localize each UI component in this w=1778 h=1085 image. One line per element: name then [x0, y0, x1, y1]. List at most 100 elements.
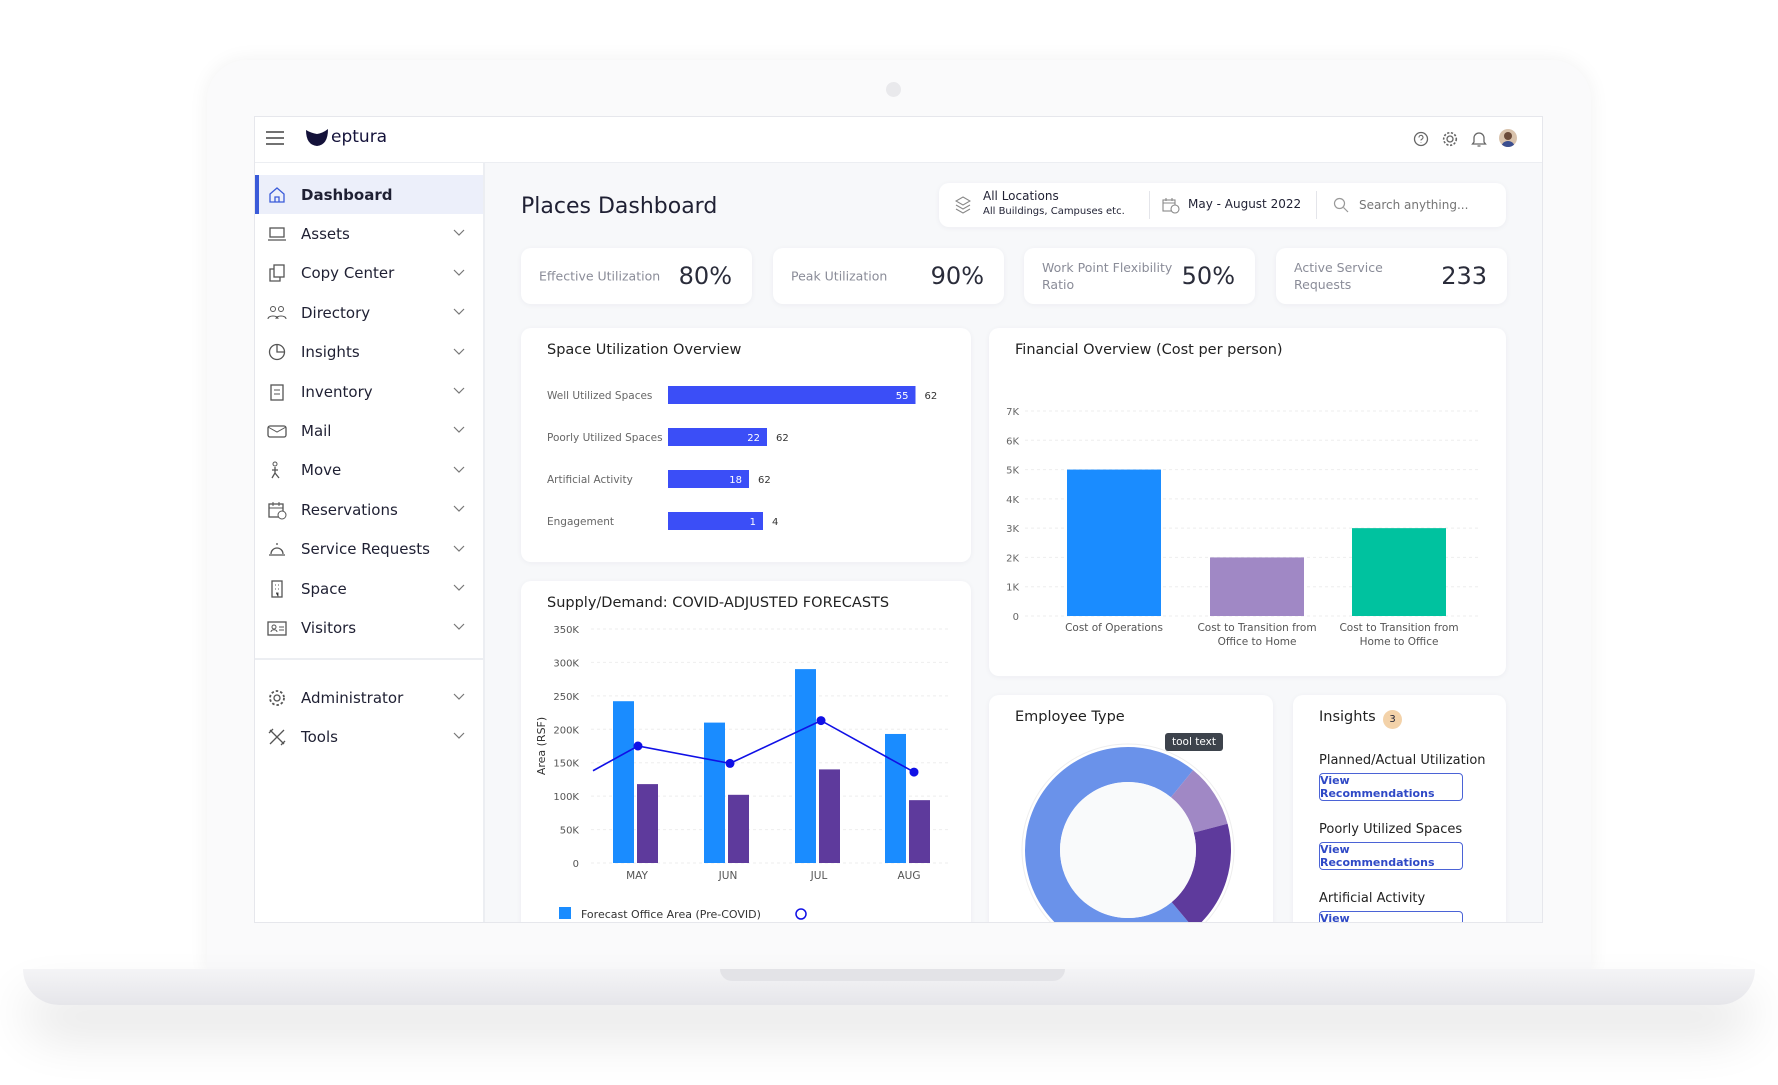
- layers-icon: [955, 196, 971, 214]
- pie-icon: [268, 343, 286, 361]
- bar: [668, 386, 916, 404]
- supply-demand-chart: 0 50K 100K 150K 200K 250K 300K 350K Area (RSF) MA…: [535, 625, 951, 921]
- sidebar-item-insights[interactable]: Insights: [255, 333, 483, 372]
- y-tick-label: 0: [1013, 612, 1019, 623]
- chevron-down-icon[interactable]: [453, 620, 465, 632]
- bar: [668, 428, 767, 446]
- y-tick-label: 350K: [553, 625, 579, 636]
- sidebar-item-label: Service Requests: [301, 540, 430, 559]
- line-point: [909, 767, 919, 777]
- sidebar-item-visitors[interactable]: Visitors: [255, 608, 483, 647]
- x-tick-label: Home to Office: [1360, 636, 1439, 648]
- bar-forecast: [704, 722, 725, 863]
- kpi-label: Active Service Requests: [1294, 260, 1383, 292]
- employee-type-card: Employee Type tool text: [989, 695, 1273, 922]
- insights-card: Insights 3 Planned/Actual Utilization Vie…: [1293, 695, 1506, 922]
- x-tick-label: Cost to Transition from: [1197, 622, 1316, 634]
- legend-swatch: [559, 907, 571, 919]
- chevron-down-icon[interactable]: [453, 305, 465, 317]
- kpi-value: 90%: [930, 262, 984, 290]
- settings-gear-icon[interactable]: [1442, 131, 1458, 147]
- sidebar-item-label: Directory: [301, 303, 371, 322]
- laptop-notch: [720, 969, 1065, 981]
- y-tick-label: 150K: [553, 759, 579, 770]
- line-point: [633, 741, 643, 751]
- sidebar-item-label: Copy Center: [301, 264, 395, 283]
- date-range-picker[interactable]: May - August 2022: [1150, 183, 1315, 227]
- divider: [1149, 191, 1150, 219]
- kpi-card: Effective Utilization 80%: [521, 248, 752, 304]
- search-input[interactable]: [1359, 194, 1494, 216]
- chevron-down-icon[interactable]: [453, 502, 465, 514]
- bar: [1352, 528, 1446, 616]
- legend-label: Forecast Office Area (Pre-COVID): [581, 908, 761, 921]
- sidebar-item-space[interactable]: Space: [255, 569, 483, 608]
- copy-icon: [269, 264, 285, 282]
- insight-label: Planned/Actual Utilization: [1319, 753, 1486, 768]
- sidebar-item-mail[interactable]: Mail: [255, 411, 483, 450]
- donut-segment: [1171, 823, 1231, 922]
- sidebar-item-copy-center[interactable]: Copy Center: [255, 254, 483, 293]
- hamburger-menu-icon[interactable]: [265, 129, 285, 147]
- bar-total-label: 4: [772, 517, 778, 528]
- kpi-label: Peak Utilization: [791, 268, 888, 284]
- view-recommendations-button[interactable]: View Recommendations: [1319, 842, 1463, 870]
- sidebar-item-administrator[interactable]: Administrator: [255, 678, 483, 717]
- notification-bell-icon[interactable]: [1471, 130, 1487, 148]
- chevron-down-icon[interactable]: [453, 345, 465, 357]
- clipboard-icon: [270, 383, 284, 401]
- logo[interactable]: eptura: [305, 127, 387, 147]
- chevron-down-icon[interactable]: [453, 690, 465, 702]
- sidebar-item-label: Administrator: [301, 688, 404, 707]
- location-selector[interactable]: All Locations All Buildings, Campuses et…: [939, 183, 1149, 227]
- y-tick-label: 2K: [1006, 553, 1019, 564]
- mail-icon: [267, 425, 287, 438]
- line-point: [816, 716, 826, 726]
- sidebar-item-directory[interactable]: Directory: [255, 293, 483, 332]
- chevron-down-icon[interactable]: [453, 581, 465, 593]
- sidebar-item-reservations[interactable]: Reservations: [255, 490, 483, 529]
- x-tick-label: Cost of Operations: [1065, 622, 1163, 634]
- people-icon: [267, 305, 287, 319]
- chevron-down-icon[interactable]: [453, 729, 465, 741]
- sidebar-item-tools[interactable]: Tools: [255, 717, 483, 756]
- eptura-logo-icon: [306, 129, 328, 146]
- employee-type-donut-chart: [1021, 743, 1235, 922]
- filter-bar: All Locations All Buildings, Campuses et…: [939, 183, 1506, 227]
- bar-total-label: 62: [776, 433, 789, 444]
- sidebar-item-dashboard[interactable]: Dashboard: [255, 175, 483, 214]
- view-recommendations-button[interactable]: View Recommendations: [1319, 773, 1463, 801]
- sidebar-item-service-requests[interactable]: Service Requests: [255, 530, 483, 569]
- chevron-down-icon[interactable]: [453, 266, 465, 278]
- laptop-icon: [268, 227, 286, 241]
- y-tick-label: 6K: [1006, 436, 1019, 447]
- help-icon[interactable]: [1413, 131, 1429, 147]
- view-recommendations-button[interactable]: View Recommendations: [1319, 911, 1463, 922]
- chevron-down-icon[interactable]: [453, 226, 465, 238]
- donut-outline: [1021, 743, 1235, 922]
- bar-adjusted: [819, 769, 840, 863]
- user-avatar[interactable]: [1499, 129, 1517, 147]
- financial-overview-card: Financial Overview (Cost per person) 0 1K…: [989, 328, 1506, 676]
- x-tick-label: Cost to Transition from: [1339, 622, 1458, 634]
- divider: [1316, 191, 1317, 219]
- x-tick-label: JUL: [810, 870, 828, 882]
- kpi-card: Peak Utilization 90%: [773, 248, 1004, 304]
- date-range-value: May - August 2022: [1188, 197, 1302, 211]
- bar-label: Poorly Utilized Spaces: [547, 432, 663, 444]
- chevron-down-icon[interactable]: [453, 463, 465, 475]
- donut-segment: [1025, 747, 1194, 922]
- chevron-down-icon[interactable]: [453, 542, 465, 554]
- card-title: Insights: [1319, 709, 1376, 725]
- sidebar-item-move[interactable]: Move: [255, 451, 483, 490]
- chevron-down-icon[interactable]: [453, 423, 465, 435]
- x-tick-label: MAY: [626, 870, 648, 882]
- bar-adjusted: [728, 794, 749, 863]
- bar-value-label: 18: [729, 475, 742, 486]
- donut-segment: [1170, 770, 1228, 833]
- gear-icon: [269, 689, 285, 706]
- chevron-down-icon[interactable]: [453, 384, 465, 396]
- sidebar-item-assets[interactable]: Assets: [255, 214, 483, 253]
- space-utilization-chart: Well Utilized Spaces 55 62 Poorly Utilized …: [547, 386, 937, 530]
- sidebar-item-inventory[interactable]: Inventory: [255, 372, 483, 411]
